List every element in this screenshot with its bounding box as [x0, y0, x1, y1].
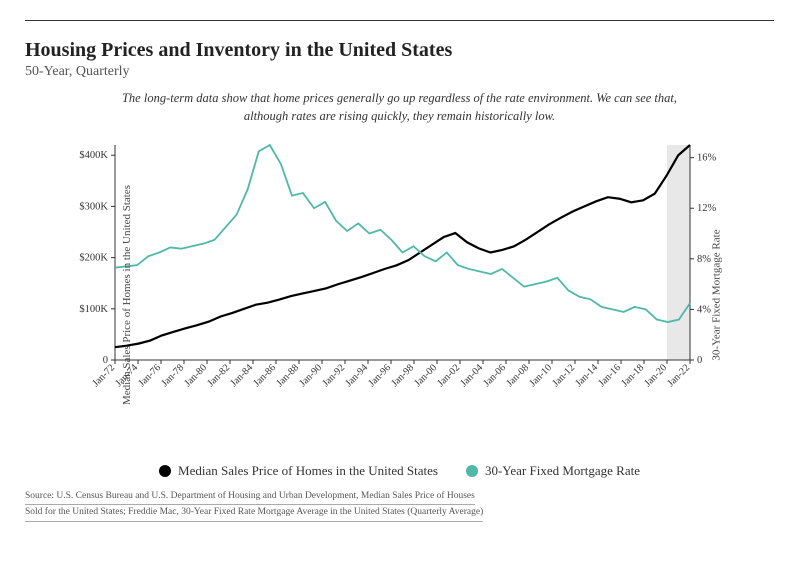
- svg-text:16%: 16%: [697, 153, 717, 164]
- svg-text:Jan-14: Jan-14: [573, 362, 600, 389]
- chart-title: Housing Prices and Inventory in the Unit…: [25, 39, 774, 62]
- legend-item-rate: 30-Year Fixed Mortgage Rate: [466, 463, 640, 479]
- svg-text:Jan-88: Jan-88: [274, 362, 301, 389]
- svg-text:12%: 12%: [697, 203, 717, 214]
- svg-text:Jan-86: Jan-86: [251, 362, 278, 389]
- svg-text:Jan-84: Jan-84: [228, 362, 255, 389]
- chart-subtitle: 50-Year, Quarterly: [25, 64, 774, 80]
- svg-text:8%: 8%: [697, 254, 711, 265]
- svg-text:Jan-22: Jan-22: [665, 362, 692, 389]
- source-note: Source: U.S. Census Bureau and U.S. Depa…: [25, 489, 774, 522]
- svg-text:Jan-02: Jan-02: [435, 362, 462, 389]
- legend-label: Median Sales Price of Homes in the Unite…: [178, 463, 438, 479]
- svg-text:Jan-96: Jan-96: [366, 362, 393, 389]
- svg-text:Jan-20: Jan-20: [642, 362, 669, 389]
- svg-text:$200K: $200K: [79, 253, 108, 264]
- svg-text:$300K: $300K: [79, 201, 108, 212]
- source-line: Source: U.S. Census Bureau and U.S. Depa…: [25, 489, 475, 505]
- legend: Median Sales Price of Homes in the Unite…: [25, 463, 774, 479]
- svg-text:Jan-00: Jan-00: [412, 362, 439, 389]
- svg-text:Jan-92: Jan-92: [320, 362, 347, 389]
- svg-text:Jan-94: Jan-94: [343, 362, 370, 389]
- svg-text:Jan-08: Jan-08: [504, 362, 531, 389]
- legend-dot-icon: [466, 465, 478, 477]
- top-rule: [25, 20, 774, 21]
- chart-container: Median Sales Price of Homes in the Unite…: [25, 135, 774, 455]
- svg-text:Jan-72: Jan-72: [90, 362, 117, 389]
- svg-text:Jan-10: Jan-10: [527, 362, 554, 389]
- svg-text:Jan-06: Jan-06: [481, 362, 508, 389]
- svg-text:Jan-18: Jan-18: [619, 362, 646, 389]
- legend-item-price: Median Sales Price of Homes in the Unite…: [159, 463, 438, 479]
- legend-label: 30-Year Fixed Mortgage Rate: [485, 463, 640, 479]
- legend-dot-icon: [159, 465, 171, 477]
- y-axis-left-label: Median Sales Price of Homes in the Unite…: [121, 185, 133, 405]
- source-line: Sold for the United States; Freddie Mac,…: [25, 505, 483, 521]
- svg-text:Jan-82: Jan-82: [205, 362, 232, 389]
- svg-text:Jan-04: Jan-04: [458, 362, 485, 389]
- svg-text:Jan-90: Jan-90: [297, 362, 324, 389]
- svg-text:Jan-12: Jan-12: [550, 362, 577, 389]
- svg-text:Jan-78: Jan-78: [159, 362, 186, 389]
- svg-text:Jan-98: Jan-98: [389, 362, 416, 389]
- svg-text:Jan-16: Jan-16: [596, 362, 623, 389]
- chart-caption: The long-term data show that home prices…: [85, 90, 714, 125]
- svg-text:4%: 4%: [697, 304, 711, 315]
- svg-text:0: 0: [697, 355, 702, 366]
- svg-text:Jan-80: Jan-80: [182, 362, 209, 389]
- svg-text:Jan-76: Jan-76: [136, 362, 163, 389]
- y-axis-right-label: 30-Year Fixed Mortgage Rate: [710, 229, 722, 360]
- svg-text:$100K: $100K: [79, 304, 108, 315]
- chart-svg: 0$100K$200K$300K$400K04%8%12%16%Jan-72Ja…: [60, 135, 740, 415]
- caption-line: The long-term data show that home prices…: [122, 91, 677, 105]
- caption-line: although rates are rising quickly, they …: [244, 109, 555, 123]
- svg-text:$400K: $400K: [79, 150, 108, 161]
